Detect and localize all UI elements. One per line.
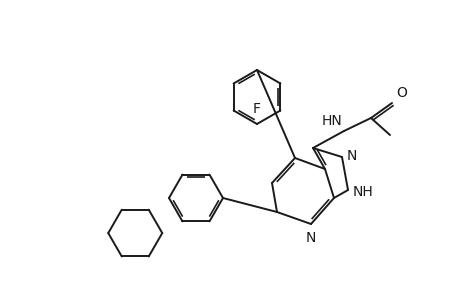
Text: HN: HN	[320, 114, 341, 128]
Text: NH: NH	[352, 185, 373, 199]
Text: F: F	[252, 102, 260, 116]
Text: O: O	[395, 86, 406, 100]
Text: N: N	[346, 149, 357, 163]
Text: N: N	[305, 231, 315, 245]
